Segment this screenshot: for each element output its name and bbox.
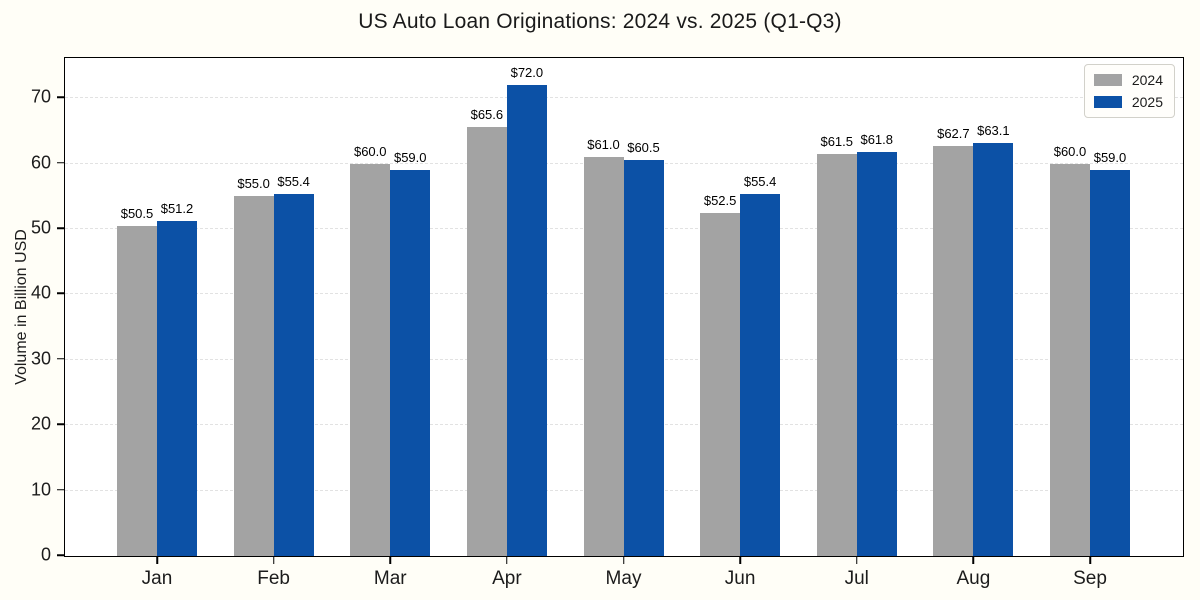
bar-value-label-2025-feb: $55.4 bbox=[277, 173, 310, 189]
bar-2024-jan bbox=[117, 225, 157, 556]
bar-2025-jan bbox=[157, 221, 197, 556]
plot-area: 2024 2025 0 10 20 30 40 50 60 70 Jan $50.5 $51.2 Fe… bbox=[31, 57, 1184, 589]
bar-2024-may bbox=[583, 157, 624, 556]
bar-2025-jun bbox=[740, 193, 781, 556]
x-tick-jan bbox=[156, 557, 158, 564]
y-tick-label-0: 0 bbox=[40, 544, 51, 565]
x-tick-label-mar: Mar bbox=[373, 568, 407, 589]
y-tick-50 bbox=[57, 227, 64, 229]
bar-value-label-2025-aug: $63.1 bbox=[977, 123, 1010, 139]
bar-value-label-2025-apr: $72.0 bbox=[510, 65, 544, 81]
bar-2025-feb bbox=[273, 193, 314, 556]
bar-value-label-2024-sep: $60.0 bbox=[1053, 143, 1087, 159]
x-tick-jul bbox=[856, 557, 858, 564]
y-tick-label-60: 60 bbox=[30, 152, 51, 173]
legend-item-2024: 2024 bbox=[1093, 72, 1163, 88]
x-tick-label-apr: Apr bbox=[492, 568, 522, 589]
x-tick-label-jan: Jan bbox=[141, 568, 173, 589]
bar-value-label-2025-mar: $59.0 bbox=[393, 150, 427, 166]
bar-value-label-2024-jun: $52.5 bbox=[703, 192, 737, 208]
legend-swatch-2024 bbox=[1093, 74, 1122, 86]
chart-title: US Auto Loan Originations: 2024 vs. 2025… bbox=[358, 10, 842, 33]
bar-value-label-2025-jun: $55.4 bbox=[743, 173, 777, 189]
y-tick-label-50: 50 bbox=[30, 217, 51, 238]
bar-2024-jun bbox=[700, 212, 741, 556]
legend-swatch-2025 bbox=[1093, 96, 1122, 108]
x-tick-label-jun: Jun bbox=[724, 568, 756, 589]
bar-2024-aug bbox=[933, 145, 974, 556]
y-tick-30 bbox=[57, 358, 64, 360]
x-tick-sep bbox=[1089, 557, 1091, 564]
x-tick-feb bbox=[272, 557, 275, 564]
gridline-70 bbox=[65, 97, 1183, 99]
y-axis-label: Volume in Billion USD bbox=[13, 229, 30, 385]
bar-value-label-2024-feb: $55.0 bbox=[237, 176, 270, 192]
bar-2025-sep bbox=[1090, 170, 1130, 556]
bar-value-label-2025-jan: $51.2 bbox=[160, 201, 194, 217]
bar-2025-apr bbox=[506, 85, 547, 556]
bar-2025-may bbox=[623, 160, 664, 556]
y-tick-label-20: 20 bbox=[30, 413, 51, 434]
x-tick-label-aug: Aug bbox=[956, 568, 991, 589]
x-tick-label-feb: Feb bbox=[257, 568, 290, 589]
bar-value-label-2025-sep: $59.0 bbox=[1093, 150, 1127, 166]
bar-value-label-2024-jan: $50.5 bbox=[120, 205, 154, 221]
y-tick-20 bbox=[57, 423, 64, 425]
legend: 2024 2025 bbox=[1083, 64, 1175, 118]
bar-value-label-2025-jul: $61.8 bbox=[860, 131, 894, 147]
legend-item-2025: 2025 bbox=[1093, 94, 1163, 110]
y-tick-60 bbox=[57, 161, 64, 164]
x-tick-may bbox=[622, 557, 625, 564]
bar-value-label-2024-aug: $62.7 bbox=[937, 125, 970, 141]
legend-label-2025: 2025 bbox=[1131, 94, 1163, 110]
x-tick-apr bbox=[506, 557, 508, 564]
y-tick-40 bbox=[57, 292, 64, 295]
x-tick-mar bbox=[389, 557, 391, 564]
y-tick-label-70: 70 bbox=[30, 86, 51, 107]
y-tick-label-30: 30 bbox=[30, 348, 51, 369]
bar-2024-sep bbox=[1050, 163, 1090, 556]
bar-2025-mar bbox=[390, 170, 431, 556]
x-tick-aug bbox=[972, 557, 975, 564]
bar-2024-jul bbox=[816, 153, 857, 556]
y-tick-10 bbox=[57, 488, 64, 491]
y-tick-label-10: 10 bbox=[30, 479, 51, 500]
bar-value-label-2024-jul: $61.5 bbox=[820, 133, 854, 149]
bar-value-label-2025-may: $60.5 bbox=[627, 140, 660, 156]
bar-value-label-2024-apr: $65.6 bbox=[470, 107, 504, 123]
x-tick-label-may: May bbox=[605, 568, 642, 589]
y-tick-70 bbox=[57, 96, 64, 98]
bar-2024-apr bbox=[466, 127, 507, 556]
bar-2024-feb bbox=[233, 196, 274, 556]
bar-value-label-2024-may: $61.0 bbox=[587, 137, 620, 153]
x-tick-label-jul: Jul bbox=[844, 568, 869, 589]
bar-2025-jul bbox=[856, 151, 897, 556]
x-tick-label-sep: Sep bbox=[1073, 568, 1107, 589]
bar-2025-aug bbox=[973, 143, 1014, 556]
legend-label-2024: 2024 bbox=[1131, 72, 1163, 88]
y-tick-label-40: 40 bbox=[30, 282, 51, 303]
x-tick-jun bbox=[739, 557, 741, 564]
bar-2024-mar bbox=[350, 163, 391, 556]
bar-value-label-2024-mar: $60.0 bbox=[353, 143, 387, 159]
y-tick-0 bbox=[57, 554, 64, 556]
